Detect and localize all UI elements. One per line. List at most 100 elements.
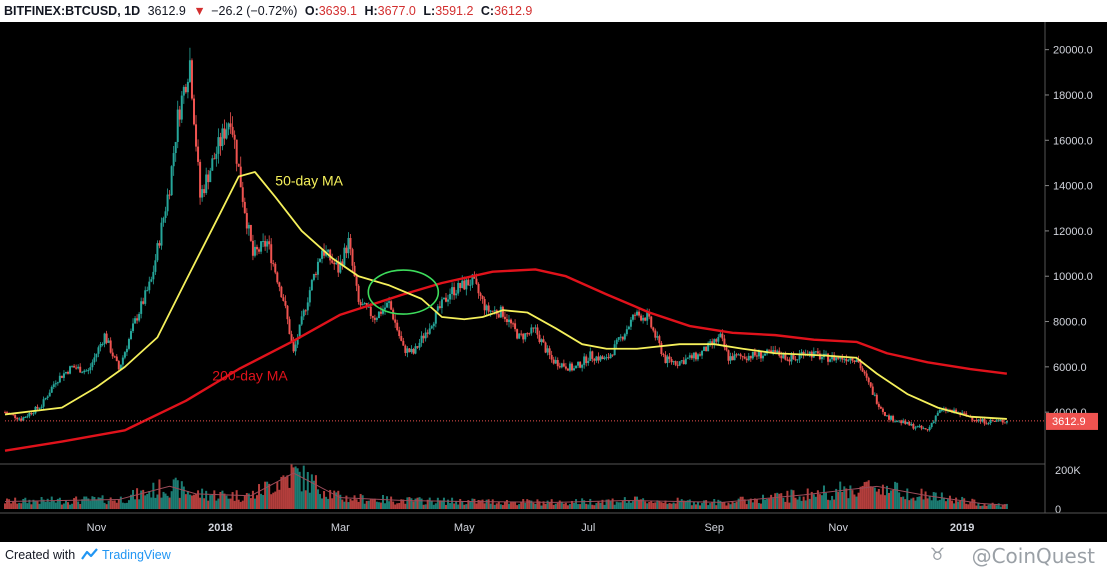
symbol-label[interactable]: BITFINEX:BTCUSD, 1D: [4, 4, 141, 18]
candle-body: [656, 336, 659, 338]
candle-body: [902, 420, 905, 424]
candle-body: [180, 95, 183, 120]
volume-bar: [528, 500, 531, 509]
volume-bar: [644, 501, 647, 509]
volume-bar: [904, 499, 907, 509]
candle-body: [132, 323, 135, 332]
volume-bar: [58, 497, 61, 509]
volume-bar: [514, 501, 517, 509]
candle-body: [463, 280, 466, 290]
volume-bar: [467, 500, 470, 509]
volume-bar: [542, 501, 545, 509]
candle-body: [579, 361, 582, 368]
candle-body: [664, 355, 667, 364]
volume-bar: [316, 489, 319, 509]
candle-body: [875, 394, 878, 404]
candle-body: [591, 351, 594, 359]
volume-bar: [658, 501, 661, 509]
volume-bar: [621, 500, 624, 509]
volume-bar: [140, 490, 143, 509]
volume-bar: [499, 504, 502, 509]
highlight-ellipse: [367, 269, 440, 315]
volume-bar: [745, 504, 748, 509]
volume-bar: [666, 503, 669, 509]
volume-bar: [152, 482, 155, 509]
volume-bar: [690, 505, 693, 509]
volume-bar: [532, 502, 535, 509]
price-chart[interactable]: 50-day MA 200-day MA 4000.06000.08000.010…: [0, 22, 1107, 542]
candle-body: [522, 333, 525, 340]
volume-bar: [207, 500, 210, 509]
candle-body: [172, 153, 175, 167]
volume-bar: [861, 485, 864, 509]
candle-body: [18, 418, 21, 420]
low-value: 3591.2: [435, 4, 474, 18]
volume-bar: [707, 505, 710, 509]
volume-bar: [60, 504, 63, 509]
tradingview-logo-icon[interactable]: [81, 547, 99, 561]
volume-bar: [938, 499, 941, 509]
candle-body: [461, 280, 464, 288]
volume-bar: [62, 503, 65, 509]
volume-bar: [168, 497, 171, 509]
tradingview-brand-link[interactable]: TradingView: [102, 548, 171, 562]
volume-bar: [825, 492, 828, 509]
volume-bar: [495, 503, 498, 509]
volume-bar: [762, 494, 765, 509]
volume-bar: [264, 481, 267, 509]
candle-body: [609, 354, 612, 359]
candle-body: [162, 217, 165, 223]
volume-bar: [367, 500, 370, 509]
candle-body: [989, 419, 992, 424]
candle-body: [585, 356, 588, 363]
candle-body: [286, 305, 289, 320]
candle-body: [965, 413, 968, 416]
volume-bar: [357, 501, 360, 509]
candle-body: [381, 309, 384, 314]
volume-bar: [975, 505, 978, 509]
volume-bar: [965, 503, 968, 509]
volume-bar: [873, 487, 876, 509]
volume-bar: [56, 498, 59, 509]
volume-bar: [129, 494, 132, 509]
candle-body: [650, 316, 653, 328]
candle-body: [644, 317, 647, 321]
candle-body: [497, 314, 500, 318]
candle-body: [447, 299, 450, 302]
volume-bar: [780, 493, 783, 509]
volume-bar: [469, 501, 472, 509]
volume-bar: [518, 504, 521, 509]
candle-body: [95, 353, 98, 358]
volume-bar: [875, 491, 878, 509]
candle-body: [918, 425, 921, 427]
volume-bar: [18, 502, 21, 509]
volume-bar: [802, 496, 805, 509]
candle-body: [434, 310, 437, 324]
candle-body: [201, 189, 204, 198]
volume-bar: [544, 503, 547, 509]
time-tick-label: Sep: [704, 522, 724, 534]
volume-bar: [845, 488, 848, 509]
volume-bar: [471, 498, 474, 509]
candle-body: [292, 341, 295, 352]
candle-body: [786, 359, 789, 361]
candle-body: [268, 241, 271, 245]
volume-bar: [125, 502, 128, 509]
volume-bar: [278, 489, 281, 509]
candle-body: [278, 282, 281, 287]
volume-bar: [755, 499, 758, 509]
volume-tick-label: 200K: [1055, 465, 1081, 477]
candle-body: [544, 342, 547, 353]
candle-body: [219, 137, 222, 147]
volume-bar: [426, 499, 429, 509]
volume-bar: [633, 496, 636, 509]
volume-bar: [894, 481, 897, 509]
candle-body: [638, 311, 641, 316]
candle-body: [258, 249, 261, 252]
volume-bar: [987, 504, 990, 509]
candle-body: [652, 327, 655, 331]
candle-body: [926, 429, 929, 431]
candle-body: [207, 174, 210, 183]
volume-bar: [406, 497, 409, 509]
